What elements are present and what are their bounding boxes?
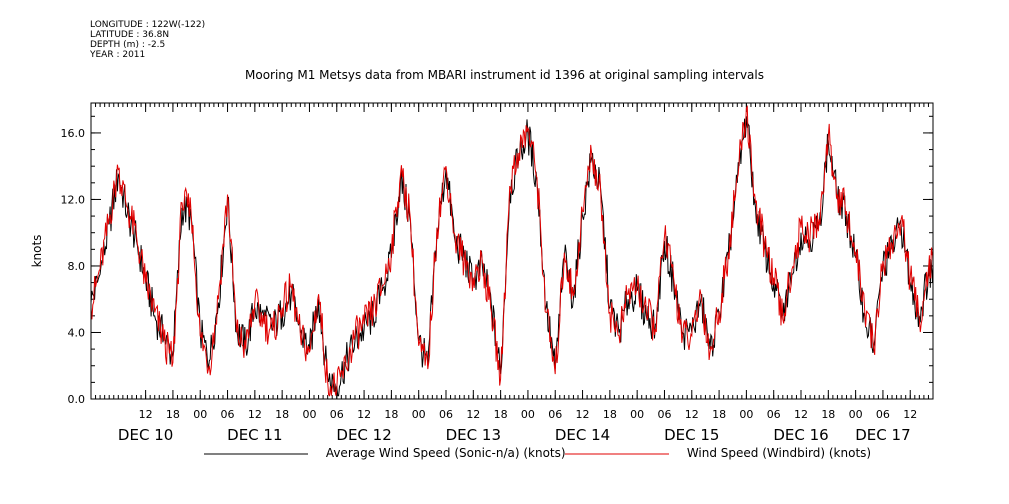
x-tick-label: 12 — [685, 408, 699, 421]
x-tick-label: 18 — [494, 408, 508, 421]
y-tick-label: 16.0 — [61, 127, 86, 140]
chart-title: Mooring M1 Metsys data from MBARI instru… — [245, 68, 764, 82]
x-tick-label: 12 — [794, 408, 808, 421]
x-tick-label: 06 — [548, 408, 562, 421]
x-tick-label: 00 — [849, 408, 863, 421]
x-day-label: DEC 11 — [227, 426, 282, 444]
x-tick-label: 06 — [876, 408, 890, 421]
legend-line-0 — [204, 453, 308, 454]
series-line-0 — [90, 116, 934, 397]
x-tick-label: 06 — [439, 408, 453, 421]
x-tick-label: 18 — [275, 408, 289, 421]
x-tick-label: 00 — [412, 408, 426, 421]
x-day-label: DEC 14 — [555, 426, 610, 444]
legend-line-1 — [565, 453, 669, 454]
x-day-label: DEC 13 — [446, 426, 501, 444]
x-tick-label: 12 — [576, 408, 590, 421]
x-tick-label: 06 — [330, 408, 344, 421]
y-tick-label: 12.0 — [61, 193, 86, 206]
x-tick-label: 06 — [767, 408, 781, 421]
series-line-1 — [90, 104, 934, 397]
x-tick-label: 12 — [903, 408, 917, 421]
x-tick-label: 18 — [384, 408, 398, 421]
legend-label-1: Wind Speed (Windbird) (knots) — [686, 446, 872, 460]
x-day-label: DEC 17 — [855, 426, 910, 444]
legend-label-0: Average Wind Speed (Sonic-n/a) (knots) — [325, 446, 566, 460]
legend-item-0: Average Wind Speed (Sonic-n/a) (knots) — [204, 446, 566, 460]
x-day-label: DEC 12 — [336, 426, 391, 444]
y-tick-label: 8.0 — [68, 260, 86, 273]
x-tick-label: 12 — [357, 408, 371, 421]
x-tick-label: 00 — [193, 408, 207, 421]
x-tick-label: 00 — [521, 408, 535, 421]
year-text: YEAR : 2011 — [90, 50, 146, 60]
x-tick-label: 00 — [739, 408, 753, 421]
longitude-text: LONGITUDE : 122W(-122) — [90, 20, 206, 30]
y-tick-label: 0.0 — [68, 393, 86, 406]
x-tick-label: 18 — [603, 408, 617, 421]
x-tick-label: 12 — [466, 408, 480, 421]
x-tick-label: 06 — [657, 408, 671, 421]
x-tick-label: 18 — [712, 408, 726, 421]
metadata-block: LONGITUDE : 122W(-122) LATITUDE : 36.8N … — [90, 20, 205, 60]
x-day-label: DEC 16 — [773, 426, 828, 444]
y-tick-label: 4.0 — [68, 326, 86, 339]
x-tick-label: 00 — [630, 408, 644, 421]
x-tick-label: 12 — [139, 408, 153, 421]
plot-frame — [90, 102, 934, 400]
latitude-text: LATITUDE : 36.8N — [90, 30, 170, 40]
x-tick-label: 06 — [221, 408, 235, 421]
depth-text: DEPTH (m) : -2.5 — [90, 40, 166, 50]
x-tick-label: 18 — [821, 408, 835, 421]
x-tick-label: 12 — [248, 408, 262, 421]
legend-item-1: Wind Speed (Windbird) (knots) — [565, 446, 871, 460]
x-day-label: DEC 10 — [118, 426, 173, 444]
x-day-label: DEC 15 — [664, 426, 719, 444]
x-tick-label: 00 — [302, 408, 316, 421]
y-axis-label: knots — [30, 235, 44, 268]
x-tick-label: 18 — [166, 408, 180, 421]
